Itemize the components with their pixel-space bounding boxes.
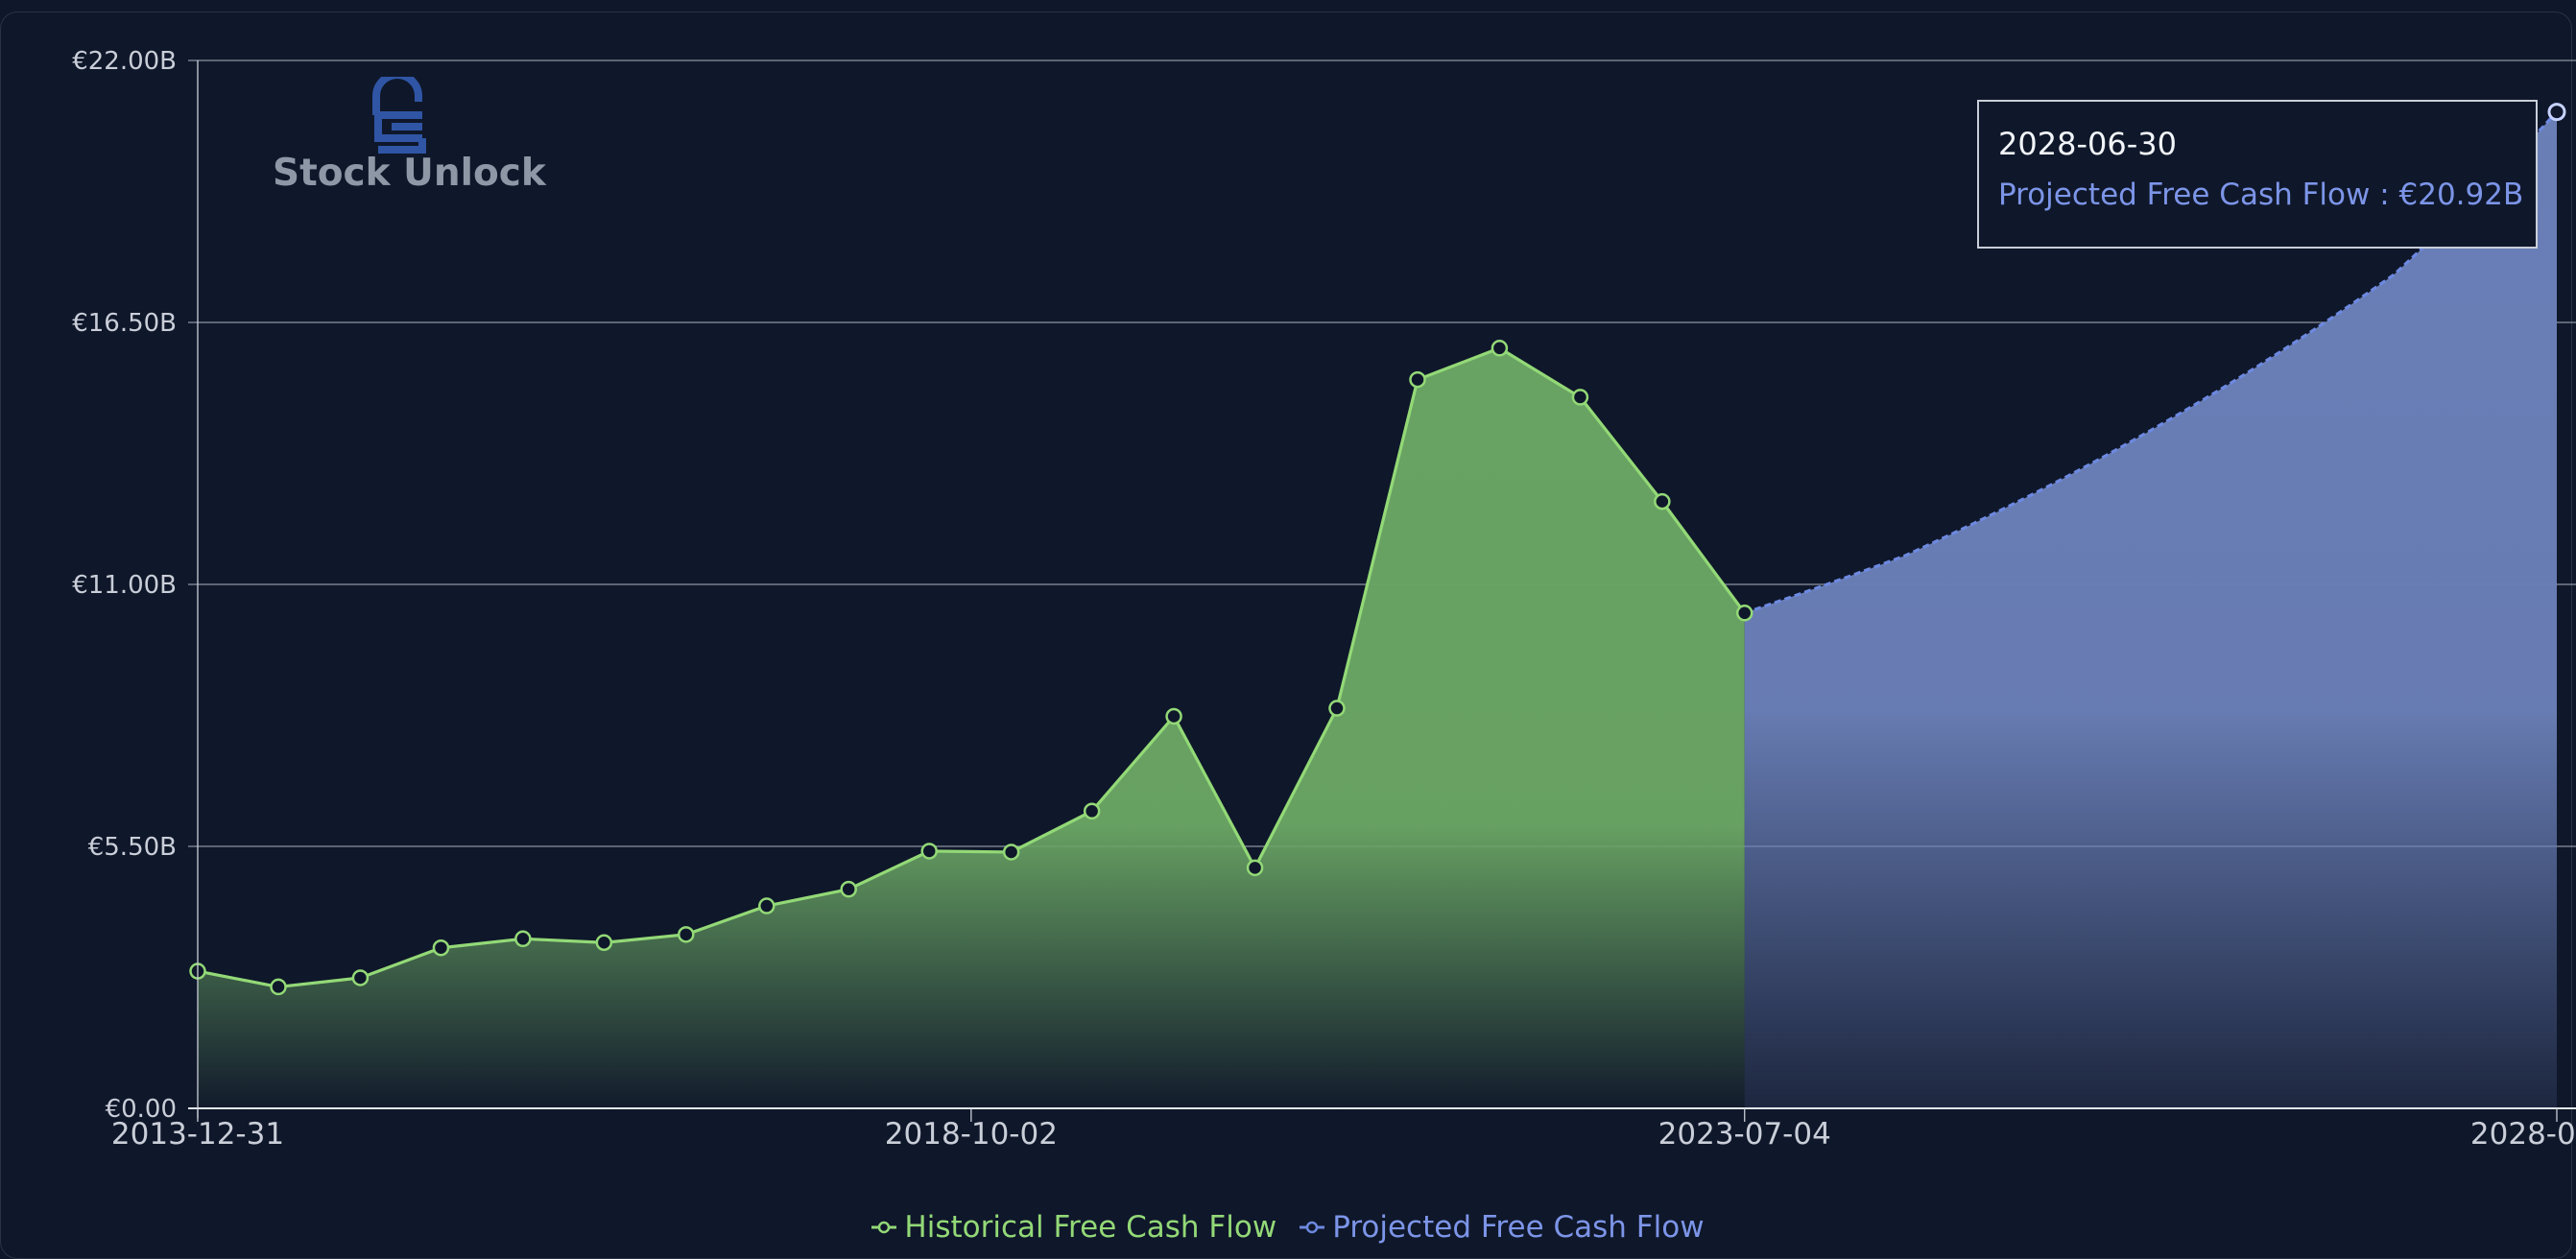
legend-historical-marker-icon (871, 1221, 897, 1234)
historical-point[interactable] (514, 930, 532, 948)
historical-point[interactable] (1571, 389, 1589, 406)
historical-point[interactable] (351, 969, 370, 986)
legend-label-historical: Historical Free Cash Flow (904, 1210, 1277, 1245)
brand-logo: Stock Unlock (273, 71, 546, 211)
x-tick-label: 2013-12-31 (111, 1117, 284, 1152)
historical-point[interactable] (1328, 700, 1346, 717)
y-tick-label: €22.00B (72, 47, 177, 76)
x-tick-label: 2023-07-04 (1658, 1117, 1831, 1152)
brand-name: Stock Unlock (273, 152, 546, 195)
chart-tooltip: 2028-06-30 Projected Free Cash Flow : €2… (1977, 100, 2538, 249)
y-tick-label: €16.50B (72, 309, 177, 338)
historical-area (198, 347, 1745, 1108)
area-layer (198, 111, 2557, 1109)
legend-label-projected: Projected Free Cash Flow (1332, 1210, 1705, 1245)
axis-layer: €0.00 €5.50B €11.00B €16.50B €22.00B 2013-12-… (72, 47, 2576, 1152)
tooltip-value: Projected Free Cash Flow : €20.92B (1998, 178, 2524, 212)
point-layer (189, 103, 2566, 996)
projected-line (1744, 110, 2559, 615)
x-tick-label: 2028-06-30 (2470, 1117, 2576, 1152)
historical-point[interactable] (1409, 370, 1426, 389)
line-layer (197, 110, 2559, 989)
historical-point[interactable] (920, 843, 938, 860)
y-tick-label: €0.00 (106, 1095, 177, 1124)
historical-point[interactable] (1491, 340, 1509, 357)
chart-legend: Historical Free Cash Flow Projected Free… (0, 1205, 2576, 1249)
y-tick-label: €5.50B (88, 833, 177, 862)
historical-point[interactable] (1735, 605, 1753, 622)
projected-hover-point[interactable] (2547, 103, 2566, 122)
historical-point[interactable] (1654, 492, 1671, 511)
stock-unlock-lock-icon (372, 71, 426, 154)
historical-point[interactable] (758, 897, 775, 915)
historical-point[interactable] (595, 934, 613, 952)
historical-point[interactable] (432, 938, 450, 957)
historical-point[interactable] (1165, 707, 1182, 725)
historical-point[interactable] (1083, 802, 1101, 820)
historical-line (197, 346, 1747, 989)
x-tick-label: 2018-10-02 (885, 1117, 1058, 1152)
historical-point[interactable] (1246, 859, 1264, 877)
y-tick-label: €11.00B (72, 571, 177, 600)
projected-area (1744, 111, 2557, 1109)
legend-item-projected[interactable]: Projected Free Cash Flow (1300, 1210, 1705, 1245)
historical-point[interactable] (840, 880, 857, 898)
legend-item-historical[interactable]: Historical Free Cash Flow (871, 1210, 1276, 1245)
historical-point[interactable] (678, 926, 695, 943)
legend-projected-marker-icon (1300, 1221, 1325, 1234)
tooltip-date: 2028-06-30 (1998, 126, 2177, 162)
historical-point[interactable] (1002, 843, 1020, 861)
historical-point[interactable] (270, 978, 287, 996)
